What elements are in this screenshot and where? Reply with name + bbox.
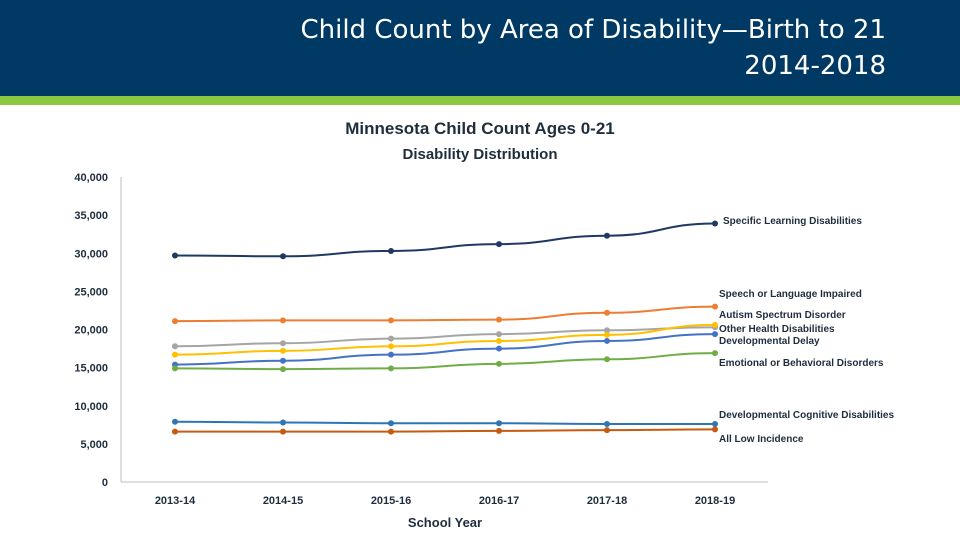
data-point xyxy=(172,318,178,325)
chart-title: Minnesota Child Count Ages 0-21 xyxy=(345,119,615,138)
series-line xyxy=(174,352,716,371)
series-label: Speech or Language Impaired xyxy=(719,289,862,300)
y-tick-label: 15,000 xyxy=(74,363,108,375)
header-accent-bar xyxy=(0,96,960,105)
data-point xyxy=(172,365,178,372)
data-point xyxy=(496,360,502,367)
series-7 xyxy=(172,418,718,428)
series-layer xyxy=(172,220,718,435)
data-point xyxy=(496,241,502,248)
data-point xyxy=(388,335,394,342)
data-point xyxy=(172,343,178,350)
data-point xyxy=(712,321,718,328)
series-line xyxy=(174,420,715,426)
data-point xyxy=(496,345,502,352)
x-tick-label: 2017-18 xyxy=(587,495,627,507)
series-4 xyxy=(172,321,718,358)
data-point xyxy=(172,252,178,259)
data-point xyxy=(604,337,610,344)
data-point xyxy=(496,337,502,344)
data-point xyxy=(604,356,610,363)
data-point xyxy=(604,232,610,239)
data-point xyxy=(712,303,718,310)
data-point xyxy=(388,365,394,372)
data-point xyxy=(172,418,178,425)
data-point xyxy=(604,427,610,434)
data-point xyxy=(280,253,286,260)
data-point xyxy=(280,347,286,354)
slide-title: Child Count by Area of Disability—Birth … xyxy=(300,12,886,84)
data-point xyxy=(388,428,394,435)
x-tick-label: 2016-17 xyxy=(479,495,519,507)
data-point xyxy=(280,340,286,347)
series-label: Specific Learning Disabilities xyxy=(723,216,862,227)
data-point xyxy=(496,427,502,434)
x-tick-label: 2018-19 xyxy=(695,495,735,507)
x-axis-title: School Year xyxy=(408,515,482,530)
data-point xyxy=(388,351,394,358)
data-point xyxy=(712,220,718,227)
chart-subtitle: Disability Distribution xyxy=(402,146,557,163)
data-point xyxy=(604,309,610,316)
series-label: Other Health Disabilities xyxy=(719,324,835,335)
series-label: Developmental Delay xyxy=(719,336,820,347)
slide-title-line-2: 2014-2018 xyxy=(744,51,886,81)
series-8 xyxy=(172,426,718,435)
data-point xyxy=(388,343,394,350)
series-label: Autism Spectrum Disorder xyxy=(719,310,846,321)
slide-title-line-1: Child Count by Area of Disability—Birth … xyxy=(300,15,886,45)
series-6 xyxy=(172,350,718,373)
series-line xyxy=(174,326,716,348)
series-line xyxy=(175,428,716,433)
y-tick-label: 0 xyxy=(102,477,108,489)
series-2 xyxy=(172,303,718,325)
data-point xyxy=(604,421,610,428)
data-point xyxy=(712,421,718,428)
series-label: All Low Incidence xyxy=(719,434,804,445)
data-point xyxy=(496,331,502,338)
series-label: Emotional or Behavioral Disorders xyxy=(719,358,884,369)
data-point xyxy=(172,351,178,358)
data-point xyxy=(280,357,286,364)
data-point xyxy=(496,420,502,427)
series-line xyxy=(174,333,716,366)
y-tick-label: 20,000 xyxy=(74,325,108,337)
y-tick-label: 10,000 xyxy=(74,401,108,413)
x-tick-label: 2015-16 xyxy=(371,495,411,507)
data-point xyxy=(712,350,718,357)
data-point xyxy=(712,426,718,433)
data-point xyxy=(280,366,286,373)
y-tick-label: 5,000 xyxy=(80,439,108,451)
series-label: Developmental Cognitive Disabilities xyxy=(719,410,894,421)
y-tick-label: 35,000 xyxy=(74,210,108,222)
series-3 xyxy=(172,324,718,350)
y-tick-label: 40,000 xyxy=(74,172,108,184)
data-point xyxy=(388,420,394,427)
data-point xyxy=(172,428,178,435)
line-chart: Minnesota Child Count Ages 0-21 Disabili… xyxy=(74,119,894,530)
data-point xyxy=(388,317,394,324)
series-line xyxy=(174,323,716,356)
x-tick-label: 2013-14 xyxy=(155,495,196,507)
series-line xyxy=(174,305,716,323)
data-point xyxy=(280,419,286,426)
series-labels: Specific Learning Disabilities Speech or … xyxy=(719,216,894,445)
data-point xyxy=(604,327,610,334)
data-point xyxy=(604,331,610,338)
data-point xyxy=(496,316,502,323)
x-axis: 2013-14 2014-15 2015-16 2016-17 2017-18 2018-… xyxy=(121,481,768,507)
y-tick-label: 25,000 xyxy=(74,286,108,298)
y-axis: 0 5,000 10,000 15,000 20,000 25,000 30,000 35,0… xyxy=(74,172,122,489)
series-1 xyxy=(172,220,718,260)
slide-header xyxy=(0,0,960,96)
data-point xyxy=(388,247,394,254)
series-line xyxy=(174,222,716,258)
data-point xyxy=(280,317,286,324)
data-point xyxy=(712,331,718,338)
x-tick-label: 2014-15 xyxy=(263,495,303,507)
y-tick-label: 30,000 xyxy=(74,248,108,260)
data-point xyxy=(280,428,286,435)
